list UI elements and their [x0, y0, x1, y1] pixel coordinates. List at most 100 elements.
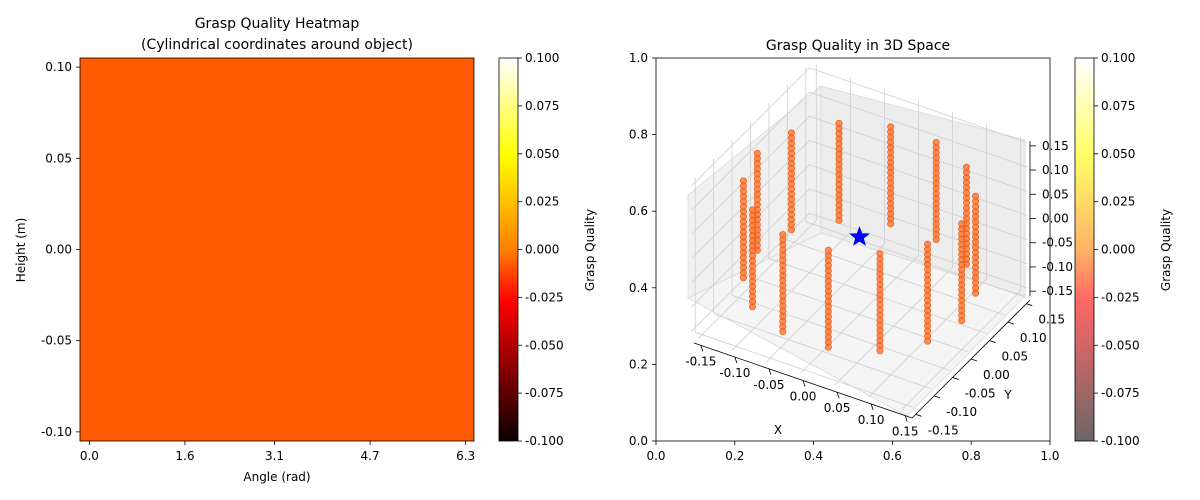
heatmap-x-tick-label: 1.6 [175, 449, 194, 463]
x3d-tick [734, 356, 738, 364]
x3d-tick-label: 0.05 [824, 401, 851, 415]
x3d-tick [870, 403, 874, 411]
y3d-tick [989, 340, 996, 343]
colorbar-tick-label: -0.100 [525, 434, 564, 448]
colorbar-tick-label: 0.025 [525, 195, 559, 209]
scatter3d-outer-ticks: 0.0 0.2 0.4 0.6 0.8 1.0 0.0 0.2 0.4 0.6 0.8 1.0 [629, 51, 1060, 463]
heatmap-y-tick-label: -0.10 [41, 425, 72, 439]
colorbar-tick-label: -0.025 [1101, 290, 1140, 304]
z3d-tick-label: 0.10 [1042, 163, 1069, 177]
colorbar-tick-label: 0.025 [1101, 195, 1135, 209]
colorbar2-ticks: -0.100 -0.075 -0.050 -0.025 0.000 0.025 0.050 0… [1094, 51, 1140, 448]
z3d-tick-label: -0.05 [1042, 236, 1073, 250]
colorbar-tick-label: -0.075 [1101, 386, 1140, 400]
heatmap-subtitle: (Cylindrical coordinates around object) [141, 37, 413, 53]
scatter3d-y-label: Y [1003, 388, 1012, 402]
scatter3d-panel: Grasp Quality in 3D Space 0.0 0.2 0.4 0.6 0.… [629, 38, 1073, 463]
grid-line [809, 91, 1028, 168]
colorbar-tick-label: 0.075 [1101, 99, 1135, 113]
colorbar-tick-label: -0.100 [1101, 434, 1140, 448]
colorbar-tick-label: -0.075 [525, 386, 564, 400]
y3d-tick [933, 395, 941, 399]
x3d-tick-label: -0.10 [719, 366, 750, 380]
y3d-tick [915, 413, 922, 417]
y3d-tick [952, 377, 959, 380]
outer-y-tick-label: 1.0 [629, 51, 648, 65]
heatmap-panel: Grasp Quality Heatmap (Cylindrical coord… [14, 16, 475, 484]
grid-line [809, 67, 1028, 144]
grasp-point [972, 192, 980, 200]
y3d-tick [970, 358, 978, 362]
outer-y-tick-label: 0.0 [629, 434, 648, 448]
outer-x-tick-label: 0.4 [804, 449, 823, 463]
heatmap-colorbar: -0.100 -0.075 -0.050 -0.025 0.000 0.025 0.050 0… [498, 51, 597, 448]
y3d-tick-label: 0.10 [1020, 331, 1047, 345]
x3d-tick [802, 380, 806, 387]
y3d-tick-label: 0.15 [1038, 313, 1065, 327]
grid-line [809, 140, 1028, 216]
outer-x-tick-label: 0.2 [725, 449, 744, 463]
grasp-point [958, 220, 966, 228]
y3d-tick-label: 0.00 [983, 368, 1010, 382]
z3d-tick-label: 0.00 [1042, 212, 1069, 226]
colorbar-tick-label: 0.000 [525, 243, 559, 257]
scatter3d-axis-ticks: -0.15-0.10-0.050.000.050.100.15 -0.15-0.1… [685, 139, 1073, 439]
y3d-tick-label: -0.05 [965, 386, 996, 400]
grid-line [691, 67, 810, 187]
x3d-tick-label: 0.10 [858, 413, 885, 427]
x3d-tick-label: 0.00 [790, 390, 817, 404]
z3d-tick-label: 0.15 [1042, 139, 1069, 153]
grid-line [809, 115, 1028, 192]
grasp-point [887, 123, 895, 131]
grasp-point [739, 177, 747, 185]
grasp-point [876, 250, 884, 258]
outer-y-tick-label: 0.6 [629, 204, 648, 218]
x3d-tick [700, 345, 704, 352]
heatmap-x-tick-label: 6.3 [456, 449, 475, 463]
outer-x-tick-label: 1.0 [1040, 449, 1059, 463]
heatmap-x-label: Angle (rad) [243, 470, 310, 484]
colorbar-tick-label: 0.050 [525, 147, 559, 161]
grasp-point [924, 240, 932, 248]
z3d-tick-label: -0.10 [1042, 260, 1073, 274]
outer-x-tick-label: 0.6 [883, 449, 902, 463]
grasp-point [932, 138, 940, 146]
y3d-tick-label: -0.10 [946, 405, 977, 419]
heatmap-y-ticks: -0.10 -0.05 0.00 0.05 0.10 [41, 60, 80, 439]
y3d-tick [1026, 303, 1033, 307]
grasp-point [835, 119, 843, 127]
x3d-tick-label: 0.15 [892, 425, 919, 439]
scatter3d-points [739, 119, 980, 355]
outer-y-tick-label: 0.2 [629, 357, 648, 371]
colorbar-tick-label: 0.050 [1101, 147, 1135, 161]
colorbar-tick-label: -0.025 [525, 290, 564, 304]
grid-line [750, 276, 969, 353]
heatmap-y-tick-label: -0.05 [41, 334, 72, 348]
grasp-point [779, 231, 787, 239]
x3d-tick-label: -0.05 [753, 378, 784, 392]
colorbar-ticks: -0.100 -0.075 -0.050 -0.025 0.000 0.025 0.050 0… [518, 51, 564, 448]
colorbar2-gradient [1075, 58, 1094, 441]
colorbar-tick-label: 0.000 [1101, 243, 1135, 257]
grasp-point [962, 163, 970, 171]
x3d-tick [768, 368, 772, 375]
outer-y-tick-label: 0.4 [629, 281, 648, 295]
x3d-tick-label: -0.15 [685, 354, 716, 368]
colorbar-tick-label: 0.100 [525, 51, 559, 65]
outer-y-tick-label: 0.8 [629, 128, 648, 142]
heatmap-x-tick-label: 4.7 [361, 449, 380, 463]
heatmap-y-tick-label: 0.05 [45, 151, 72, 165]
grasp-point [787, 129, 795, 137]
grid-line [691, 91, 810, 211]
heatmap-y-tick-label: 0.10 [45, 60, 72, 74]
grasp-point [749, 206, 757, 214]
heatmap-cells [80, 58, 474, 441]
heatmap-title: Grasp Quality Heatmap [195, 16, 360, 32]
x3d-tick [904, 415, 908, 422]
colorbar-gradient [499, 58, 518, 441]
z3d-tick-label: -0.15 [1042, 284, 1073, 298]
outer-x-tick-label: 0.8 [962, 449, 981, 463]
x3d-tick [836, 392, 840, 399]
grid-line [902, 290, 1021, 409]
